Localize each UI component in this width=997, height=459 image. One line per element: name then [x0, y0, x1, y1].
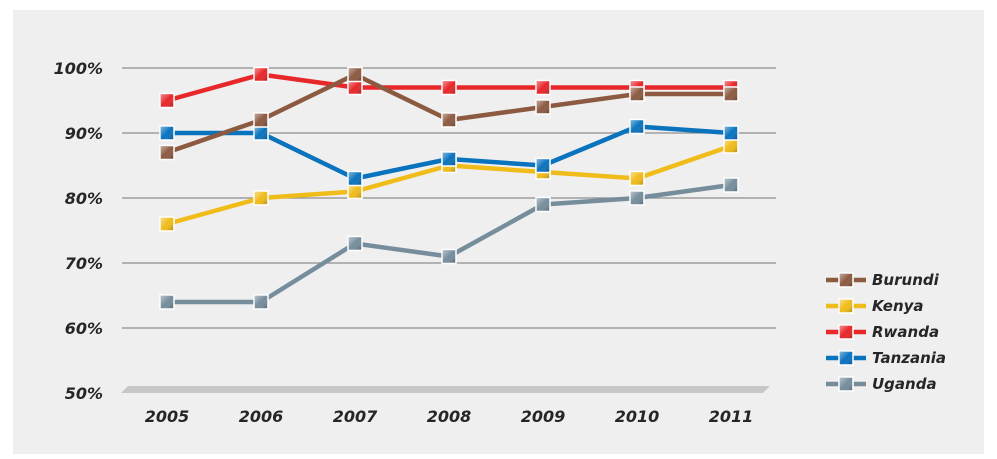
data-point-kenya [629, 170, 645, 187]
data-point-burundi [723, 86, 739, 102]
data-point-tanzania [629, 118, 645, 135]
data-point-uganda [253, 294, 269, 310]
data-point-rwanda [347, 79, 363, 96]
series-markers [159, 66, 739, 310]
legend-swatch-marker [838, 324, 854, 340]
grid-lines [122, 67, 776, 329]
y-axis-ticks: 50% 60% 70% 80% 90% 100% [54, 59, 103, 403]
chart-floor [121, 386, 770, 393]
series-lines [164, 72, 734, 305]
data-point-uganda [535, 196, 551, 213]
data-point-burundi [441, 112, 457, 128]
legend-item-burundi: Burundi [826, 271, 940, 289]
data-point-uganda [723, 177, 739, 193]
data-point-rwanda [253, 66, 269, 83]
data-point-uganda [629, 190, 645, 206]
x-tick-label: 2005 [145, 407, 190, 426]
legend-label: Rwanda [872, 323, 939, 341]
data-point-tanzania [535, 157, 551, 174]
data-point-kenya [723, 138, 739, 154]
data-point-burundi [629, 86, 645, 102]
legend-label: Tanzania [872, 349, 946, 367]
y-tick-label: 80% [65, 189, 103, 208]
x-tick-label: 2007 [333, 407, 378, 426]
data-point-tanzania [347, 170, 363, 187]
data-point-kenya [159, 216, 175, 232]
data-point-tanzania [253, 125, 269, 141]
legend-label: Kenya [872, 297, 924, 315]
data-point-rwanda [159, 92, 175, 109]
data-point-uganda [347, 235, 363, 252]
legend-swatch-marker [838, 272, 854, 288]
x-tick-label: 2009 [521, 407, 566, 426]
legend-label: Uganda [872, 375, 937, 393]
x-tick-label: 2011 [709, 407, 754, 426]
legend-item-rwanda: Rwanda [826, 323, 939, 341]
data-point-tanzania [723, 125, 739, 141]
y-tick-label: 70% [65, 254, 103, 273]
data-point-rwanda [535, 79, 551, 96]
data-point-tanzania [441, 151, 457, 167]
legend-item-uganda: Uganda [826, 375, 937, 393]
chart-background [13, 10, 984, 454]
x-tick-label: 2010 [615, 407, 660, 426]
data-point-uganda [159, 294, 175, 310]
legend-swatch-marker [838, 376, 854, 392]
data-point-uganda [441, 248, 457, 265]
y-tick-label: 90% [65, 124, 103, 143]
legend: Burundi Kenya Rwanda Tanzania Uganda [826, 271, 946, 393]
data-point-burundi [253, 112, 269, 128]
data-point-burundi [347, 66, 363, 83]
y-tick-label: 60% [65, 319, 103, 338]
legend-swatch-marker [838, 298, 854, 314]
data-point-burundi [159, 144, 175, 161]
y-tick-label: 100% [54, 59, 103, 78]
data-point-rwanda [441, 79, 457, 96]
data-point-tanzania [159, 125, 175, 141]
x-tick-label: 2008 [427, 407, 472, 426]
legend-swatch-marker [838, 350, 854, 366]
data-point-burundi [535, 99, 551, 115]
legend-label: Burundi [872, 271, 940, 289]
data-point-kenya [253, 190, 269, 206]
y-tick-label: 50% [65, 384, 103, 403]
x-tick-label: 2006 [239, 407, 284, 426]
legend-item-tanzania: Tanzania [826, 349, 946, 367]
legend-item-kenya: Kenya [826, 297, 924, 315]
data-point-kenya [347, 183, 363, 200]
x-axis-ticks: 2005 2006 2007 2008 2009 2010 2011 [145, 407, 754, 426]
